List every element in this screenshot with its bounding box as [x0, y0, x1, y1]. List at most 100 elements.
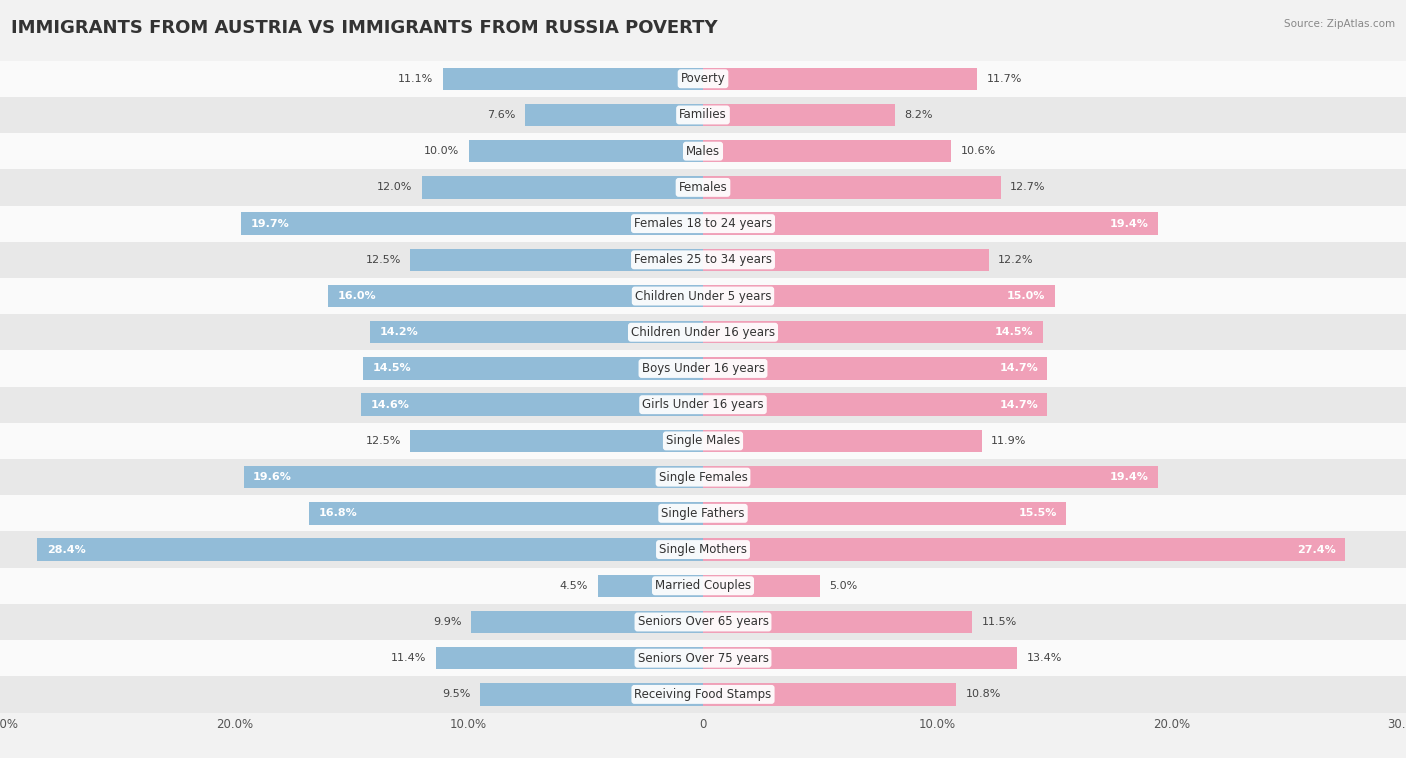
Text: Females: Females [679, 181, 727, 194]
Bar [436, 647, 703, 669]
Text: Poverty: Poverty [681, 72, 725, 85]
Bar [703, 285, 1054, 307]
Text: 8.2%: 8.2% [904, 110, 934, 120]
Text: 13.4%: 13.4% [1026, 653, 1062, 663]
Text: 11.9%: 11.9% [991, 436, 1026, 446]
Text: 5.0%: 5.0% [830, 581, 858, 590]
Text: 9.9%: 9.9% [433, 617, 461, 627]
Text: 7.6%: 7.6% [486, 110, 516, 120]
Text: 11.7%: 11.7% [987, 74, 1022, 83]
Bar [0, 133, 1406, 169]
Bar [0, 459, 1406, 495]
Text: Families: Families [679, 108, 727, 121]
Text: 19.4%: 19.4% [1109, 218, 1149, 229]
Text: 11.1%: 11.1% [398, 74, 433, 83]
Text: 15.5%: 15.5% [1018, 509, 1057, 518]
Bar [242, 212, 703, 235]
Bar [0, 531, 1406, 568]
Text: Males: Males [686, 145, 720, 158]
Text: 19.6%: 19.6% [253, 472, 292, 482]
Bar [0, 205, 1406, 242]
Bar [481, 683, 703, 706]
Bar [243, 466, 703, 488]
Text: 14.5%: 14.5% [995, 327, 1033, 337]
Bar [0, 61, 1406, 97]
Text: 9.5%: 9.5% [443, 690, 471, 700]
Bar [0, 676, 1406, 713]
Text: Boys Under 16 years: Boys Under 16 years [641, 362, 765, 375]
Bar [363, 357, 703, 380]
Text: 11.4%: 11.4% [391, 653, 426, 663]
Bar [0, 387, 1406, 423]
Bar [0, 242, 1406, 278]
Text: 12.5%: 12.5% [366, 255, 401, 265]
Bar [703, 176, 1001, 199]
Text: Single Females: Single Females [658, 471, 748, 484]
Bar [0, 495, 1406, 531]
Bar [471, 611, 703, 633]
Bar [703, 140, 952, 162]
Bar [703, 104, 896, 126]
Bar [703, 683, 956, 706]
Text: 19.4%: 19.4% [1109, 472, 1149, 482]
Text: 10.6%: 10.6% [960, 146, 995, 156]
Bar [38, 538, 703, 561]
Bar [703, 393, 1047, 416]
Text: Receiving Food Stamps: Receiving Food Stamps [634, 688, 772, 701]
Bar [524, 104, 703, 126]
Text: Seniors Over 75 years: Seniors Over 75 years [637, 652, 769, 665]
Text: 14.2%: 14.2% [380, 327, 419, 337]
Bar [0, 568, 1406, 604]
Text: 14.5%: 14.5% [373, 364, 411, 374]
Text: 11.5%: 11.5% [981, 617, 1017, 627]
Text: Single Males: Single Males [666, 434, 740, 447]
Bar [411, 249, 703, 271]
Bar [0, 314, 1406, 350]
Bar [0, 169, 1406, 205]
Bar [703, 357, 1047, 380]
Text: 28.4%: 28.4% [46, 544, 86, 555]
Text: 10.8%: 10.8% [966, 690, 1001, 700]
Bar [703, 67, 977, 90]
Text: Married Couples: Married Couples [655, 579, 751, 592]
Bar [703, 321, 1043, 343]
Bar [0, 604, 1406, 640]
Bar [703, 430, 981, 452]
Text: 12.7%: 12.7% [1010, 183, 1046, 193]
Bar [328, 285, 703, 307]
Text: 10.0%: 10.0% [425, 146, 460, 156]
Text: 12.5%: 12.5% [366, 436, 401, 446]
Text: Females 25 to 34 years: Females 25 to 34 years [634, 253, 772, 266]
Text: 12.2%: 12.2% [998, 255, 1033, 265]
Text: 4.5%: 4.5% [560, 581, 588, 590]
Bar [309, 502, 703, 525]
Bar [703, 466, 1157, 488]
Bar [411, 430, 703, 452]
Bar [468, 140, 703, 162]
Bar [370, 321, 703, 343]
Text: 15.0%: 15.0% [1007, 291, 1045, 301]
Text: Females 18 to 24 years: Females 18 to 24 years [634, 217, 772, 230]
Bar [703, 575, 820, 597]
Bar [0, 97, 1406, 133]
Text: Source: ZipAtlas.com: Source: ZipAtlas.com [1284, 19, 1395, 29]
Bar [0, 350, 1406, 387]
Text: 14.7%: 14.7% [1000, 399, 1038, 409]
Bar [0, 278, 1406, 314]
Text: Girls Under 16 years: Girls Under 16 years [643, 398, 763, 411]
Text: 16.8%: 16.8% [319, 509, 357, 518]
Text: 12.0%: 12.0% [377, 183, 412, 193]
Text: Children Under 5 years: Children Under 5 years [634, 290, 772, 302]
Bar [703, 212, 1157, 235]
Bar [703, 647, 1017, 669]
Text: IMMIGRANTS FROM AUSTRIA VS IMMIGRANTS FROM RUSSIA POVERTY: IMMIGRANTS FROM AUSTRIA VS IMMIGRANTS FR… [11, 19, 718, 37]
Bar [703, 538, 1346, 561]
Text: Single Mothers: Single Mothers [659, 543, 747, 556]
Text: 16.0%: 16.0% [337, 291, 375, 301]
Bar [361, 393, 703, 416]
Bar [703, 502, 1066, 525]
Bar [703, 249, 988, 271]
Text: 19.7%: 19.7% [250, 218, 290, 229]
Bar [0, 423, 1406, 459]
Text: Seniors Over 65 years: Seniors Over 65 years [637, 615, 769, 628]
